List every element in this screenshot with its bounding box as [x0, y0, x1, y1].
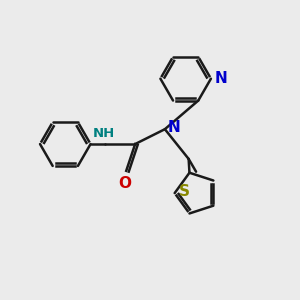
Text: NH: NH — [93, 128, 115, 140]
Text: N: N — [168, 120, 181, 135]
Text: N: N — [214, 71, 227, 86]
Text: O: O — [118, 176, 131, 191]
Text: S: S — [179, 184, 190, 199]
